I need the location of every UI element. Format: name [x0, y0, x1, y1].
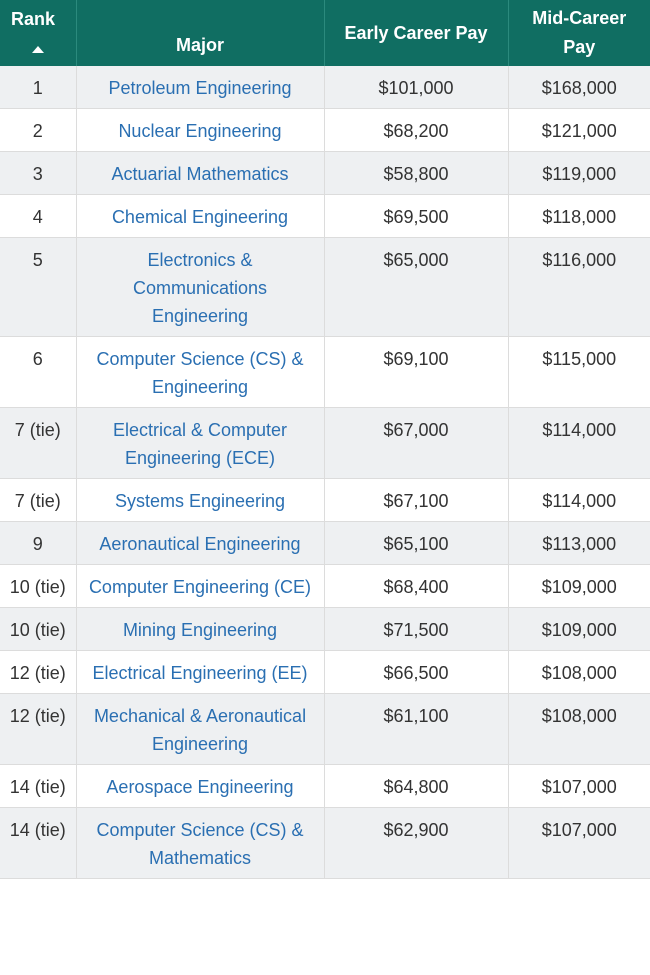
table-row: 6 Computer Science (CS) & Engineering $69,…	[0, 336, 650, 408]
table-row: 5 Electronics & Communications Engineerin…	[0, 237, 650, 337]
major-link[interactable]: Aeronautical Engineering	[76, 521, 325, 565]
early-pay-cell: $101,000	[324, 66, 509, 109]
mid-pay-cell: $108,000	[508, 693, 650, 765]
rank-column-header[interactable]: Rank	[0, 0, 77, 66]
rank-cell: 12 (tie)	[0, 650, 77, 694]
mid-pay-cell: $118,000	[508, 194, 650, 238]
rank-cell: 10 (tie)	[0, 607, 77, 651]
rank-cell: 5	[0, 237, 77, 337]
mid-career-pay-column-header[interactable]: Mid-Career Pay	[508, 0, 650, 66]
rank-cell: 10 (tie)	[0, 564, 77, 608]
rank-cell: 6	[0, 336, 77, 408]
rank-header-label: Rank	[11, 9, 56, 29]
mid-pay-cell: $168,000	[508, 66, 650, 109]
table-row: 9 Aeronautical Engineering $65,100 $113,000	[0, 521, 650, 565]
early-pay-cell: $69,500	[324, 194, 509, 238]
mid-pay-cell: $121,000	[508, 108, 650, 152]
mid-pay-cell: $116,000	[508, 237, 650, 337]
major-link[interactable]: Mining Engineering	[76, 607, 325, 651]
major-link[interactable]: Electrical Engineering (EE)	[76, 650, 325, 694]
table-row: 4 Chemical Engineering $69,500 $118,000	[0, 194, 650, 238]
table-row: 7 (tie) Electrical & Computer Engineering…	[0, 407, 650, 479]
rank-cell: 14 (tie)	[0, 764, 77, 808]
early-career-pay-column-header[interactable]: Early Career Pay	[324, 0, 509, 66]
table-header: Rank Major Early Career Pay Mid-Career P…	[0, 0, 650, 66]
table-body: 1 Petroleum Engineering $101,000 $168,000 2 N…	[0, 66, 650, 879]
major-link[interactable]: Petroleum Engineering	[76, 66, 325, 109]
mid-pay-cell: $114,000	[508, 407, 650, 479]
mid-pay-cell: $108,000	[508, 650, 650, 694]
mid-pay-cell: $109,000	[508, 564, 650, 608]
table-row: 10 (tie) Mining Engineering $71,500 $109,00…	[0, 607, 650, 651]
table-row: 3 Actuarial Mathematics $58,800 $119,000	[0, 151, 650, 195]
table-row: 1 Petroleum Engineering $101,000 $168,000	[0, 66, 650, 109]
mid-pay-header-label: Mid-Career Pay	[532, 8, 627, 57]
major-link[interactable]: Electronics & Communications Engineering	[76, 237, 325, 337]
major-link[interactable]: Aerospace Engineering	[76, 764, 325, 808]
mid-pay-cell: $107,000	[508, 807, 650, 879]
rank-cell: 9	[0, 521, 77, 565]
early-pay-header-label: Early Career Pay	[344, 22, 488, 43]
early-pay-cell: $69,100	[324, 336, 509, 408]
major-link[interactable]: Systems Engineering	[76, 478, 325, 522]
mid-pay-cell: $114,000	[508, 478, 650, 522]
mid-pay-cell: $109,000	[508, 607, 650, 651]
mid-pay-cell: $107,000	[508, 764, 650, 808]
major-link[interactable]: Computer Engineering (CE)	[76, 564, 325, 608]
table-row: 12 (tie) Mechanical & Aeronautical Engine…	[0, 693, 650, 765]
major-column-header[interactable]: Major	[76, 0, 325, 66]
major-header-label: Major	[175, 35, 224, 55]
early-pay-cell: $67,100	[324, 478, 509, 522]
table-row: 12 (tie) Electrical Engineering (EE) $66,5…	[0, 650, 650, 694]
rank-cell: 3	[0, 151, 77, 195]
early-pay-cell: $67,000	[324, 407, 509, 479]
mid-pay-cell: $115,000	[508, 336, 650, 408]
major-link[interactable]: Computer Science (CS) & Engineering	[76, 336, 325, 408]
early-pay-cell: $66,500	[324, 650, 509, 694]
table-row: 10 (tie) Computer Engineering (CE) $68,400…	[0, 564, 650, 608]
rank-cell: 7 (tie)	[0, 478, 77, 522]
early-pay-cell: $62,900	[324, 807, 509, 879]
table-row: 14 (tie) Computer Science (CS) & Mathemat…	[0, 807, 650, 879]
salary-table: Rank Major Early Career Pay Mid-Career P…	[0, 0, 650, 879]
sort-ascending-icon	[32, 46, 44, 53]
table-row: 2 Nuclear Engineering $68,200 $121,000	[0, 108, 650, 152]
rank-cell: 2	[0, 108, 77, 152]
major-link[interactable]: Chemical Engineering	[76, 194, 325, 238]
header-row: Rank Major Early Career Pay Mid-Career P…	[0, 0, 650, 66]
major-link[interactable]: Mechanical & Aeronautical Engineering	[76, 693, 325, 765]
major-link[interactable]: Actuarial Mathematics	[76, 151, 325, 195]
rank-cell: 1	[0, 66, 77, 109]
mid-pay-cell: $119,000	[508, 151, 650, 195]
early-pay-cell: $65,100	[324, 521, 509, 565]
early-pay-cell: $58,800	[324, 151, 509, 195]
major-link[interactable]: Electrical & Computer Engineering (ECE)	[76, 407, 325, 479]
early-pay-cell: $71,500	[324, 607, 509, 651]
early-pay-cell: $64,800	[324, 764, 509, 808]
early-pay-cell: $68,400	[324, 564, 509, 608]
major-link[interactable]: Computer Science (CS) & Mathematics	[76, 807, 325, 879]
rank-cell: 7 (tie)	[0, 407, 77, 479]
rank-cell: 4	[0, 194, 77, 238]
table-row: 14 (tie) Aerospace Engineering $64,800 $107…	[0, 764, 650, 808]
early-pay-cell: $68,200	[324, 108, 509, 152]
mid-pay-cell: $113,000	[508, 521, 650, 565]
early-pay-cell: $61,100	[324, 693, 509, 765]
early-pay-cell: $65,000	[324, 237, 509, 337]
major-link[interactable]: Nuclear Engineering	[76, 108, 325, 152]
rank-cell: 14 (tie)	[0, 807, 77, 879]
table-row: 7 (tie) Systems Engineering $67,100 $114,00…	[0, 478, 650, 522]
rank-cell: 12 (tie)	[0, 693, 77, 765]
